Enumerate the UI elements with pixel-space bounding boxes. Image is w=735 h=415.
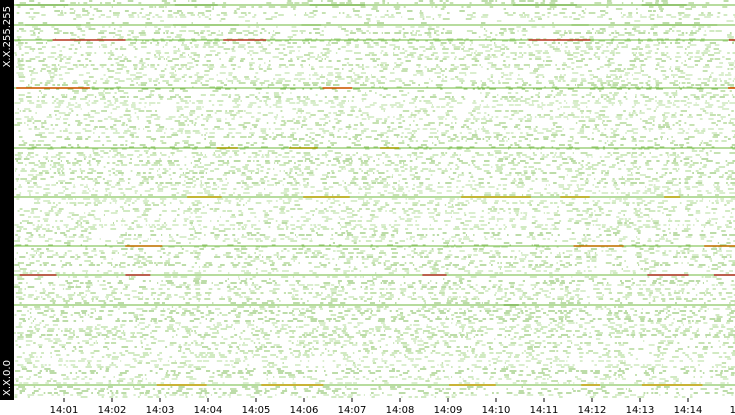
x-tick-label: 14:04	[194, 405, 223, 415]
x-tick-label: 14:06	[290, 405, 319, 415]
x-tick-label: 14:01	[50, 405, 79, 415]
x-tick-label: 14:02	[98, 405, 127, 415]
x-tick-label: 14:14	[674, 405, 703, 415]
y-axis-bar	[0, 0, 14, 400]
traffic-texture	[14, 0, 735, 398]
x-tick-label: 14:13	[626, 405, 655, 415]
x-tick-label: 14:12	[578, 405, 607, 415]
x-tick-label: 14:11	[530, 405, 559, 415]
y-bottom-label: X.X.0.0	[2, 360, 13, 396]
x-tick-label: 14:05	[242, 405, 271, 415]
x-tick-label: 14:03	[146, 405, 175, 415]
x-tick-label: 14:09	[434, 405, 463, 415]
x-tick-label: 14:07	[338, 405, 367, 415]
x-tick-label: 14	[730, 405, 735, 415]
y-top-label: X.X.255.255	[2, 6, 13, 67]
x-tick-label: 14:08	[386, 405, 415, 415]
x-axis: 14:01 14:02 14:03 14:04 14:05 14:06 14:07 14:08…	[50, 398, 735, 415]
x-tick-label: 14:10	[482, 405, 511, 415]
